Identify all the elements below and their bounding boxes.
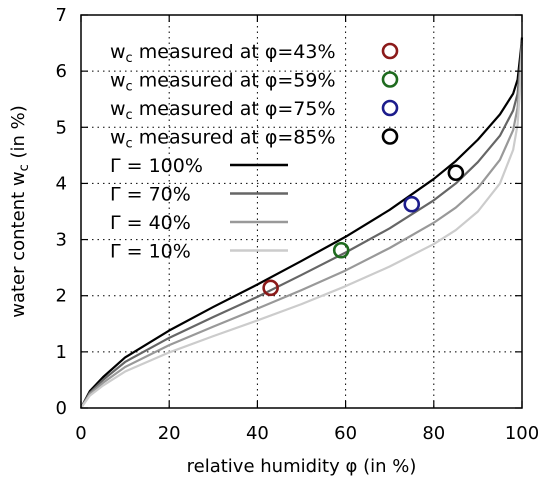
- legend-marker-symbol: [381, 71, 399, 88]
- grid: [81, 15, 522, 408]
- series-line-2: [80, 43, 524, 409]
- legend-label-prefix: w: [110, 70, 126, 92]
- legend-label: Γ = 10%: [110, 241, 191, 263]
- legend-label: wc measured at φ=85%: [110, 127, 336, 152]
- legend-label-subscript: c: [126, 80, 133, 95]
- ticks: [80, 14, 523, 409]
- legend-marker-symbol: [381, 128, 399, 145]
- x-tick-label: 80: [422, 423, 445, 444]
- legend-label: Γ = 100%: [110, 155, 203, 177]
- y-tick-label: 7: [56, 5, 67, 26]
- y-tick-label: 4: [56, 173, 67, 194]
- x-tick-label: 40: [246, 423, 269, 444]
- legend-label-text: measured at φ=85%: [133, 127, 336, 149]
- y-tick-label: 0: [56, 398, 67, 419]
- curves: [80, 37, 524, 409]
- legend-label-text: Γ = 100%: [110, 155, 203, 177]
- legend-label-text: measured at φ=75%: [133, 98, 336, 120]
- legend-label-subscript: c: [126, 137, 133, 152]
- y-tick-label: 3: [56, 230, 67, 251]
- legend-label-text: Γ = 40%: [110, 212, 191, 234]
- measurement-marker-4: [262, 279, 279, 297]
- series-line-3: [80, 45, 524, 409]
- markers: [262, 164, 465, 297]
- x-tick-label: 100: [505, 423, 539, 444]
- legend-marker-symbol: [381, 42, 399, 60]
- y-tick-label: 5: [56, 117, 67, 138]
- legend-label: wc measured at φ=43%: [110, 41, 336, 66]
- measurement-marker-7: [447, 164, 465, 182]
- legend-label-prefix: w: [110, 98, 126, 120]
- y-tick-label: 2: [56, 286, 67, 307]
- y-axis-title: water content wc (in %): [8, 105, 32, 318]
- legend-label-text: Γ = 70%: [110, 184, 191, 206]
- legend-label-text: measured at φ=59%: [133, 70, 336, 92]
- series-line-0: [80, 37, 524, 409]
- legend-label-subscript: c: [126, 51, 133, 66]
- legend-label: Γ = 70%: [110, 184, 191, 206]
- y-tick-label: 1: [56, 342, 67, 363]
- x-tick-label: 60: [334, 423, 357, 444]
- legend-label-text: measured at φ=43%: [133, 41, 336, 63]
- legend-label-prefix: w: [110, 127, 126, 149]
- legend-label: wc measured at φ=75%: [110, 98, 336, 123]
- x-tick-label: 20: [158, 423, 181, 444]
- measurement-marker-6: [403, 195, 421, 213]
- y-axis-title-suffix: (in %): [8, 105, 29, 164]
- legend: wc measured at φ=43%wc measured at φ=59%…: [110, 41, 399, 263]
- legend-label-subscript: c: [126, 108, 133, 123]
- legend-label: Γ = 40%: [110, 212, 191, 234]
- measurement-marker-5: [332, 241, 350, 259]
- plot-frame: [80, 14, 523, 409]
- legend-label: wc measured at φ=59%: [110, 70, 336, 95]
- legend-label-text: Γ = 10%: [110, 241, 191, 263]
- tick-labels: 0 20 40 60 80 100 0 1 2 3 4 5 6 7: [56, 5, 540, 444]
- y-axis-title-main: water content w: [8, 171, 29, 317]
- series-line-1: [80, 40, 524, 409]
- x-axis-title: relative humidity φ (in %): [187, 456, 417, 477]
- y-axis-title-subscript: c: [17, 164, 32, 171]
- x-tick-label: 0: [75, 423, 86, 444]
- y-tick-label: 6: [56, 61, 67, 82]
- legend-marker-symbol: [381, 99, 399, 117]
- legend-label-prefix: w: [110, 41, 126, 63]
